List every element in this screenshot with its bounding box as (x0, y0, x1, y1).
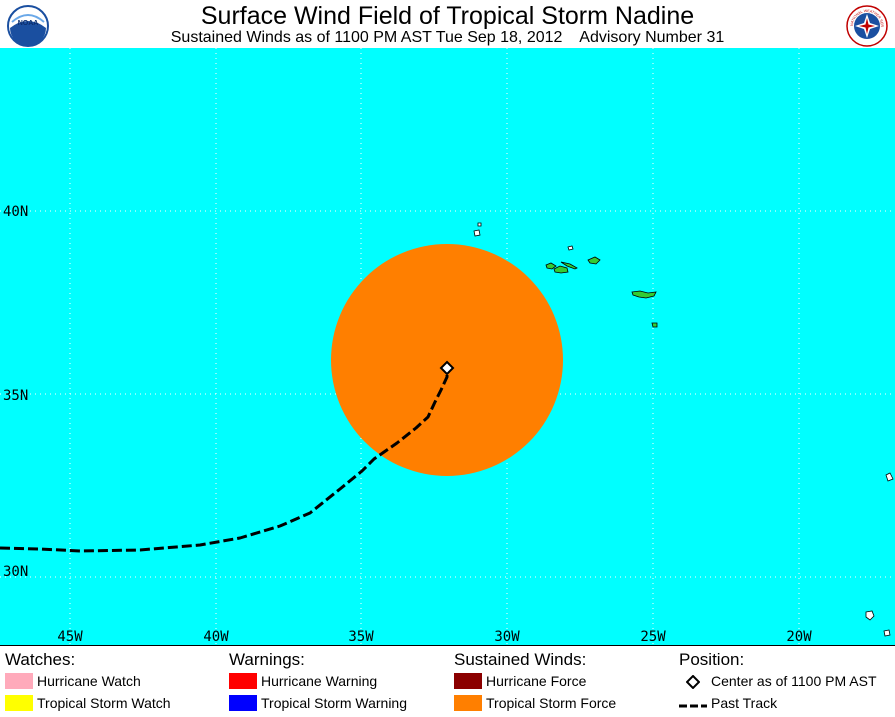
legend-item-label: Hurricane Watch (37, 673, 141, 689)
hurricane-force-swatch (454, 673, 482, 689)
lon-label: 20W (786, 629, 812, 645)
legend-warnings: Warnings: Hurricane Warning Tropical Sto… (229, 650, 407, 714)
legend-position: Position: Center as of 1100 PM AST Past … (679, 650, 877, 714)
hurricane-watch-swatch (5, 673, 33, 689)
tropical-storm-force-wind-field (331, 244, 563, 476)
tropical-storm-force-swatch (454, 695, 482, 711)
storm-center-marker (439, 360, 455, 376)
legend-item-label: Hurricane Force (486, 673, 587, 689)
legend: Watches: Hurricane Watch Tropical Storm … (0, 645, 895, 717)
tropical-storm-warning-swatch (229, 695, 257, 711)
tropical-storm-watch-swatch (5, 695, 33, 711)
legend-winds: Sustained Winds: Hurricane Force Tropica… (454, 650, 616, 714)
legend-item-label: Tropical Storm Force (486, 695, 617, 711)
legend-item-label: Tropical Storm Warning (261, 695, 408, 711)
noaa-logo-text: NOAA (18, 20, 39, 27)
legend-warnings-heading: Warnings: (229, 650, 305, 669)
lat-label: 35N (3, 388, 28, 404)
legend-position-heading: Position: (679, 650, 745, 669)
legend-item: Hurricane Watch (5, 670, 171, 692)
legend-item-label: Center as of 1100 PM AST (711, 673, 877, 689)
lat-label: 30N (3, 564, 28, 580)
lon-label: 35W (348, 629, 374, 645)
noaa-logo: NOAA (7, 5, 49, 47)
header: NOAA Surface Wind Field of Tropical Stor… (0, 0, 895, 48)
graticule (0, 48, 895, 645)
page-title: Surface Wind Field of Tropical Storm Nad… (200, 2, 695, 30)
map: 40N 35N 30N 45W 40W 35W 30W 25W 20W (0, 48, 895, 645)
nws-logo: NATIONAL WEATHER SERVICE (845, 4, 888, 47)
past-track-icon (679, 695, 707, 717)
legend-item: Center as of 1100 PM AST (679, 670, 877, 692)
lon-label: 40W (203, 629, 229, 645)
legend-watches-heading: Watches: (5, 650, 76, 669)
past-track-line (0, 370, 449, 553)
legend-item-label: Hurricane Warning (261, 673, 378, 689)
hurricane-warning-swatch (229, 673, 257, 689)
madeira-islands (865, 472, 894, 637)
legend-winds-heading: Sustained Winds: (454, 650, 587, 669)
legend-item-label: Tropical Storm Watch (37, 695, 171, 711)
legend-item: Tropical Storm Watch (5, 692, 171, 714)
page-subtitle: Sustained Winds as of 1100 PM AST Tue Se… (170, 29, 725, 46)
lon-label: 30W (494, 629, 520, 645)
legend-item: Tropical Storm Warning (229, 692, 407, 714)
legend-item: Past Track (679, 692, 877, 714)
legend-item: Hurricane Warning (229, 670, 407, 692)
legend-item-label: Past Track (711, 695, 778, 711)
legend-watches: Watches: Hurricane Watch Tropical Storm … (5, 650, 171, 714)
lon-label: 45W (57, 629, 83, 645)
lat-label: 40N (3, 204, 28, 220)
legend-item: Tropical Storm Force (454, 692, 616, 714)
center-diamond-icon (679, 673, 707, 695)
legend-item: Hurricane Force (454, 670, 616, 692)
lon-label: 25W (640, 629, 666, 645)
azores-islands (473, 222, 658, 328)
